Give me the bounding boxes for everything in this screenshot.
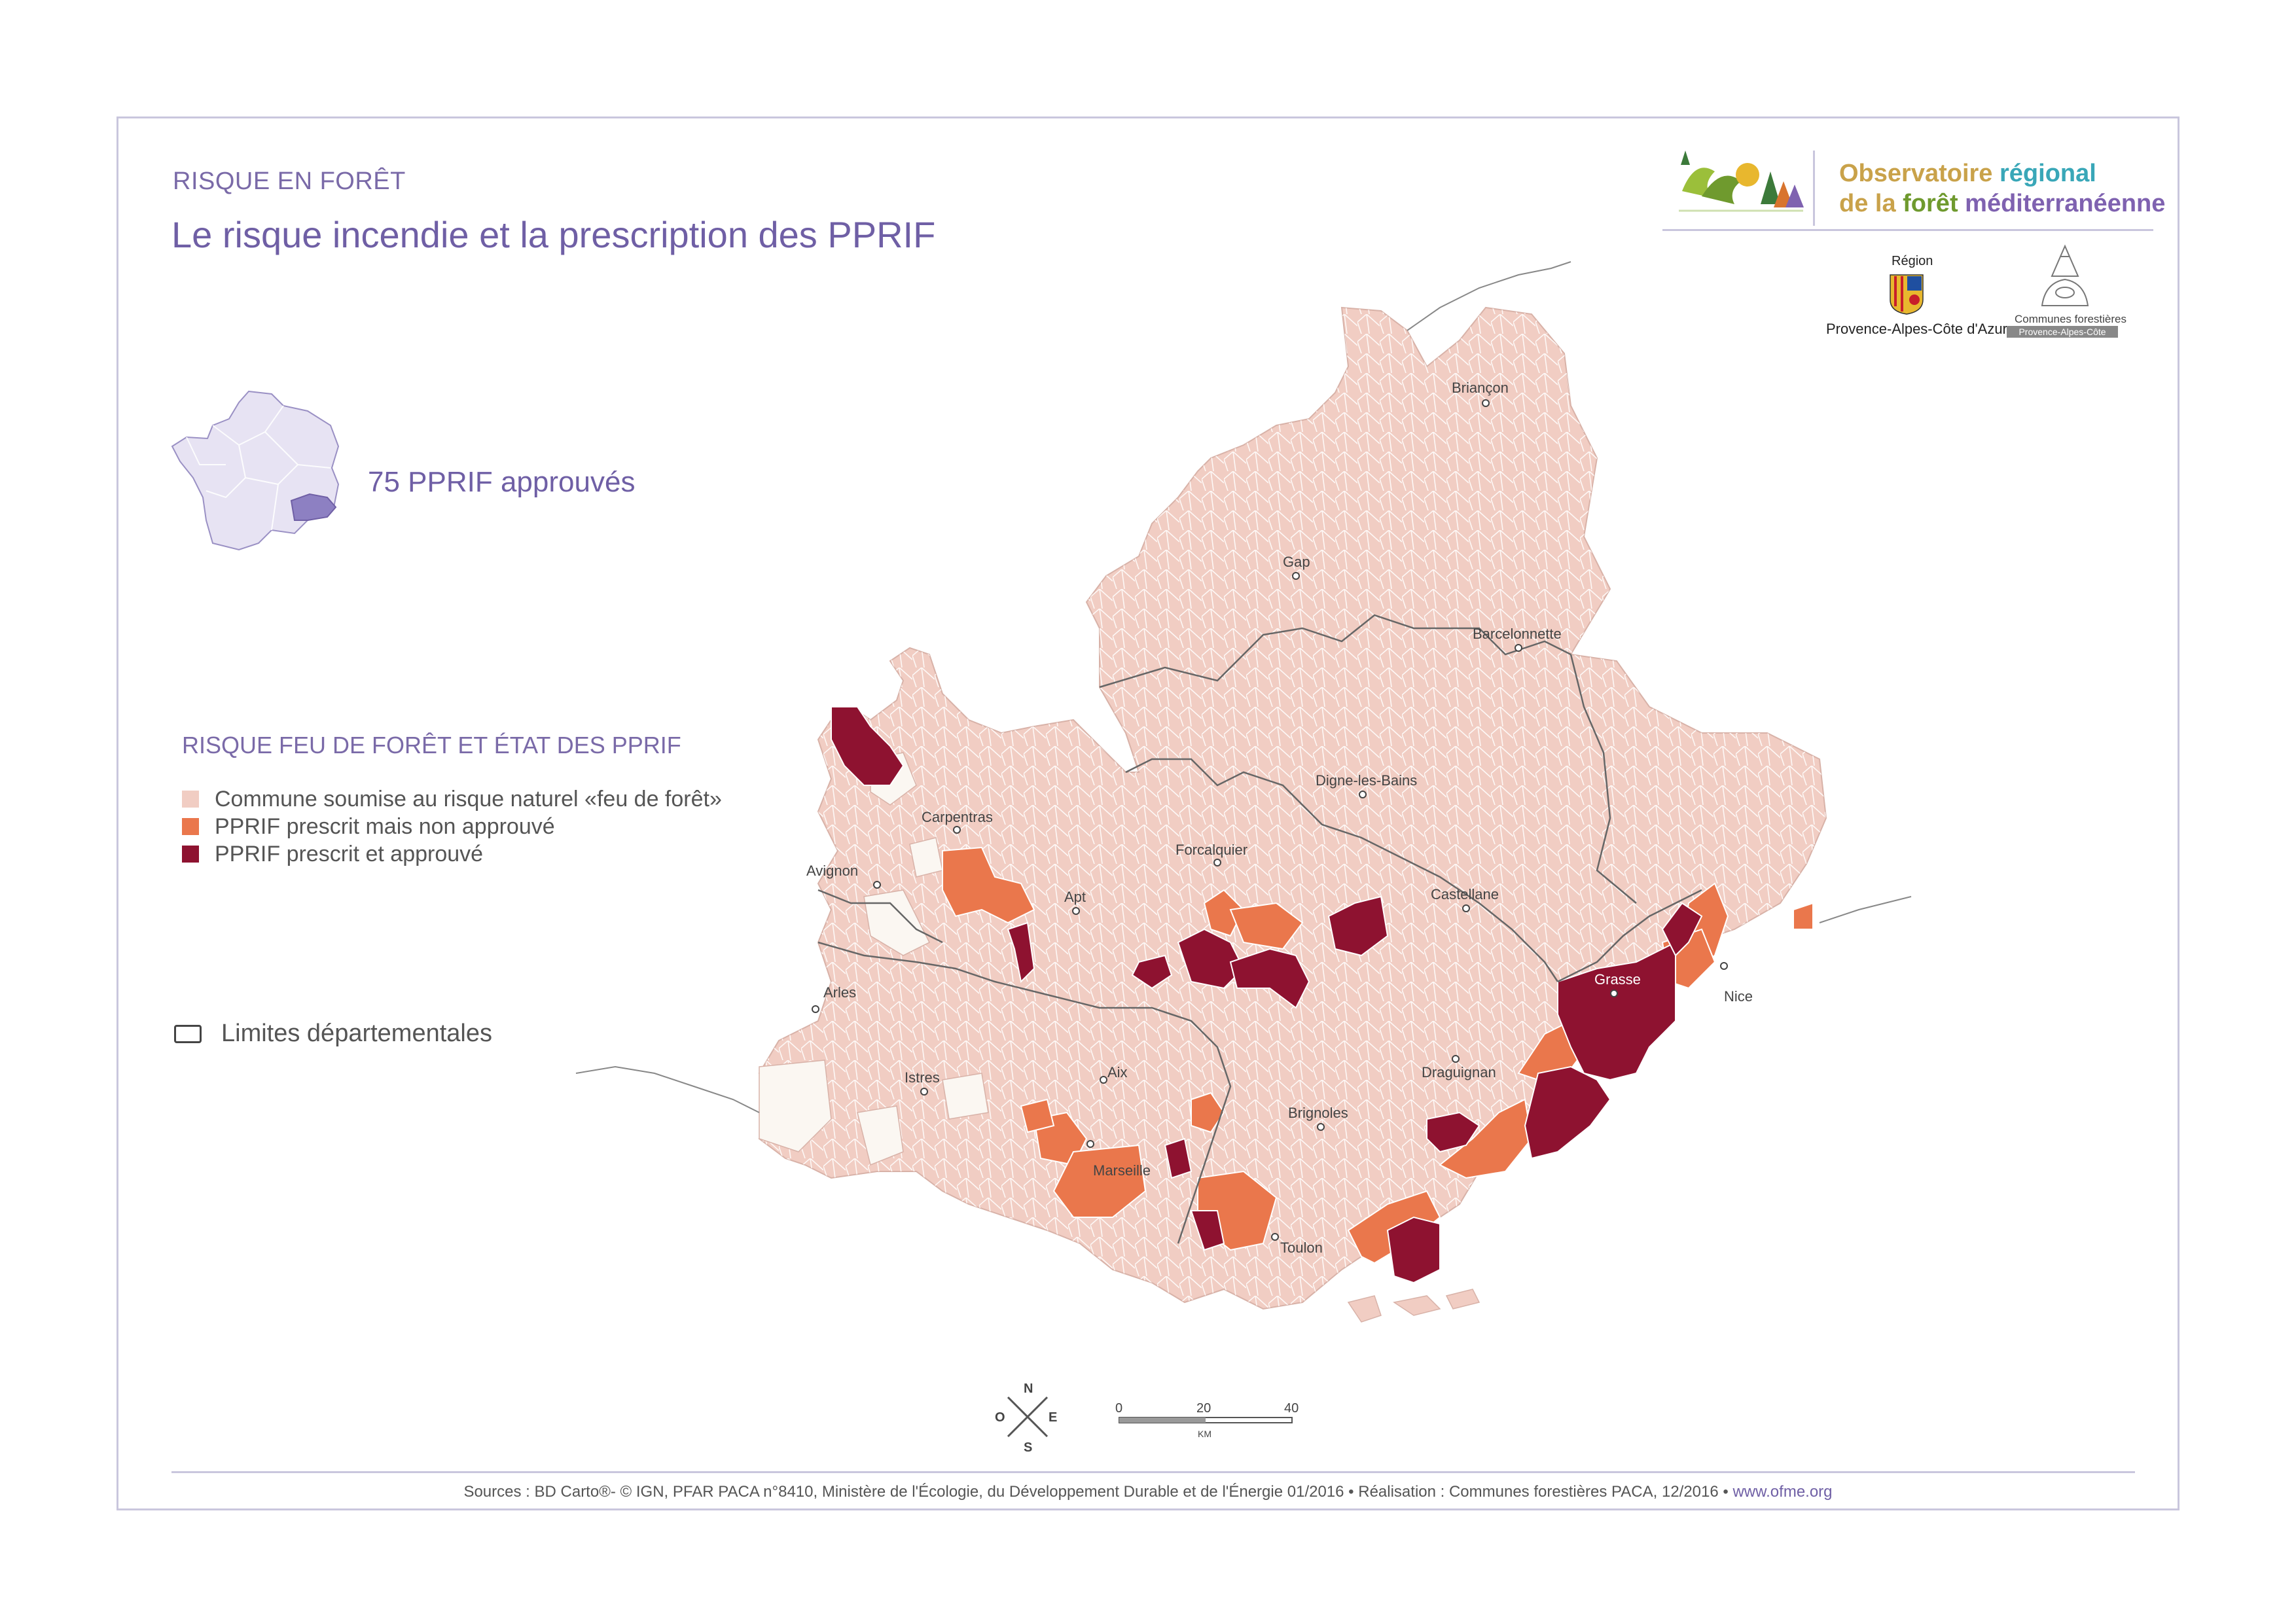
cf-band: Provence-Alpes-Côte d'Azur <box>2007 326 2118 349</box>
legend-label-approved: PPRIF prescrit et approuvé <box>215 841 484 866</box>
department-boundaries <box>817 614 1702 1244</box>
region-risk-area <box>758 306 1827 1310</box>
boundary-label: Limites départementales <box>221 1020 492 1047</box>
france-inset-map <box>171 390 340 551</box>
city-aix: Aix <box>1100 1064 1128 1084</box>
ofme-word-foret: forêt <box>1903 190 1965 217</box>
svg-text:Nice: Nice <box>1724 988 1753 1005</box>
footer-sources-text: Sources : BD Carto®- © IGN, PFAR PACA n°… <box>463 1483 1733 1501</box>
legend-item-approved: PPRIF prescrit et approuvé <box>182 840 722 868</box>
city-markers: Briançon Gap Barcelonnette Digne-les-Bai… <box>806 380 1753 1256</box>
svg-text:Castellane: Castellane <box>1431 886 1499 902</box>
legend-boundary: Limites départementales <box>174 1020 492 1048</box>
city-arles: Arles <box>812 984 856 1013</box>
city-grasse: Grasse <box>1594 971 1641 997</box>
svg-text:Avignon: Avignon <box>806 863 858 879</box>
compass-north: N <box>1024 1382 1033 1396</box>
scale-tick-20: 20 <box>1196 1401 1211 1416</box>
svg-text:Draguignan: Draguignan <box>1422 1064 1496 1080</box>
ofme-name-line2: de la forêt méditerranéenne <box>1839 190 2165 218</box>
city-barcelonnette: Barcelonnette <box>1473 626 1562 652</box>
city-gap: Gap <box>1283 554 1310 580</box>
svg-text:Toulon: Toulon <box>1280 1240 1323 1256</box>
svg-text:Apt: Apt <box>1064 889 1086 905</box>
svg-text:Arles: Arles <box>823 984 856 1001</box>
city-castellane: Castellane <box>1431 886 1499 912</box>
legend-title: RISQUE FEU DE FORÊT ET ÉTAT DES PPRIF <box>182 732 681 758</box>
svg-text:Istres: Istres <box>905 1069 940 1086</box>
svg-text:Grasse: Grasse <box>1594 971 1641 988</box>
city-brignoles: Brignoles <box>1288 1105 1348 1131</box>
scale-tick-40: 40 <box>1284 1401 1299 1416</box>
map-kicker: RISQUE EN FORÊT <box>173 168 406 195</box>
legend-label-risk: Commune soumise au risque naturel «feu d… <box>215 786 722 812</box>
region-name: Provence-Alpes-Côte d'Azur <box>1826 321 2007 337</box>
city-briancon: Briançon <box>1452 380 1509 407</box>
svg-text:Barcelonnette: Barcelonnette <box>1473 626 1562 642</box>
legend: Commune soumise au risque naturel «feu d… <box>182 785 722 868</box>
footer-link[interactable]: www.ofme.org <box>1732 1483 1833 1501</box>
region-shield-icon <box>1890 274 1924 315</box>
city-digne: Digne-les-Bains <box>1316 772 1417 798</box>
svg-text:Aix: Aix <box>1107 1064 1128 1080</box>
footer-rule <box>171 1471 2135 1473</box>
city-nice: Nice <box>1720 962 1753 1005</box>
ofme-name-line1: Observatoire régional <box>1839 160 2096 188</box>
logo-underline <box>1662 229 2153 231</box>
svg-text:Digne-les-Bains: Digne-les-Bains <box>1316 772 1417 789</box>
legend-label-prescribed: PPRIF prescrit mais non approuvé <box>215 813 555 839</box>
ofme-word-observatoire: Observatoire <box>1839 160 2000 187</box>
compass-south: S <box>1024 1440 1032 1453</box>
svg-text:Briançon: Briançon <box>1452 380 1509 396</box>
islands <box>1347 1289 1480 1323</box>
svg-text:Forcalquier: Forcalquier <box>1175 842 1247 858</box>
compass-east: E <box>1049 1410 1057 1425</box>
ofme-logo-icon <box>1679 151 1804 212</box>
communes-forestieres-logo-icon <box>2041 244 2089 306</box>
city-forcalquier: Forcalquier <box>1175 842 1247 866</box>
map-frame <box>117 116 2179 1510</box>
pprif-approved-areas <box>831 706 1703 1284</box>
legend-item-prescribed: PPRIF prescrit mais non approuvé <box>182 813 722 840</box>
city-draguignan: Draguignan <box>1422 1055 1496 1080</box>
city-avignon: Avignon <box>806 863 881 889</box>
city-carpentras: Carpentras <box>922 809 993 834</box>
legend-swatch-risk <box>182 791 199 808</box>
cf-label: Communes forestières <box>2015 313 2127 325</box>
compass-west: O <box>995 1410 1005 1425</box>
legend-swatch-approved <box>182 846 199 863</box>
coast-lines <box>575 261 1912 1113</box>
svg-text:Gap: Gap <box>1283 554 1310 570</box>
city-apt: Apt <box>1064 889 1086 915</box>
scale-bar: 0 20 40 KM <box>1115 1401 1299 1439</box>
city-istres: Istres <box>905 1069 940 1096</box>
ofme-word-de-la: de la <box>1839 190 1903 217</box>
pprif-count: 75 PPRIF approuvés <box>368 466 636 498</box>
ofme-word-mediterraneenne: méditerranéenne <box>1965 190 2166 217</box>
city-marseille: Marseille <box>1086 1140 1151 1179</box>
legend-swatch-prescribed <box>182 818 199 835</box>
map-title: Le risque incendie et la prescription de… <box>171 214 936 255</box>
scale-tick-0: 0 <box>1115 1401 1122 1416</box>
boundary-swatch <box>174 1024 202 1043</box>
compass-rose: N S E O <box>995 1382 1057 1453</box>
legend-item-risk: Commune soumise au risque naturel «feu d… <box>182 785 722 813</box>
ofme-word-regional: régional <box>2000 160 2096 187</box>
scale-unit: KM <box>1198 1429 1211 1439</box>
region-label: Région <box>1892 254 1933 268</box>
svg-text:Brignoles: Brignoles <box>1288 1105 1348 1121</box>
svg-text:Marseille: Marseille <box>1093 1162 1151 1179</box>
svg-text:Carpentras: Carpentras <box>922 809 993 825</box>
footer-sources: Sources : BD Carto®- © IGN, PFAR PACA n°… <box>0 1483 2296 1501</box>
logo-divider <box>1813 151 1815 226</box>
city-toulon: Toulon <box>1271 1233 1323 1256</box>
